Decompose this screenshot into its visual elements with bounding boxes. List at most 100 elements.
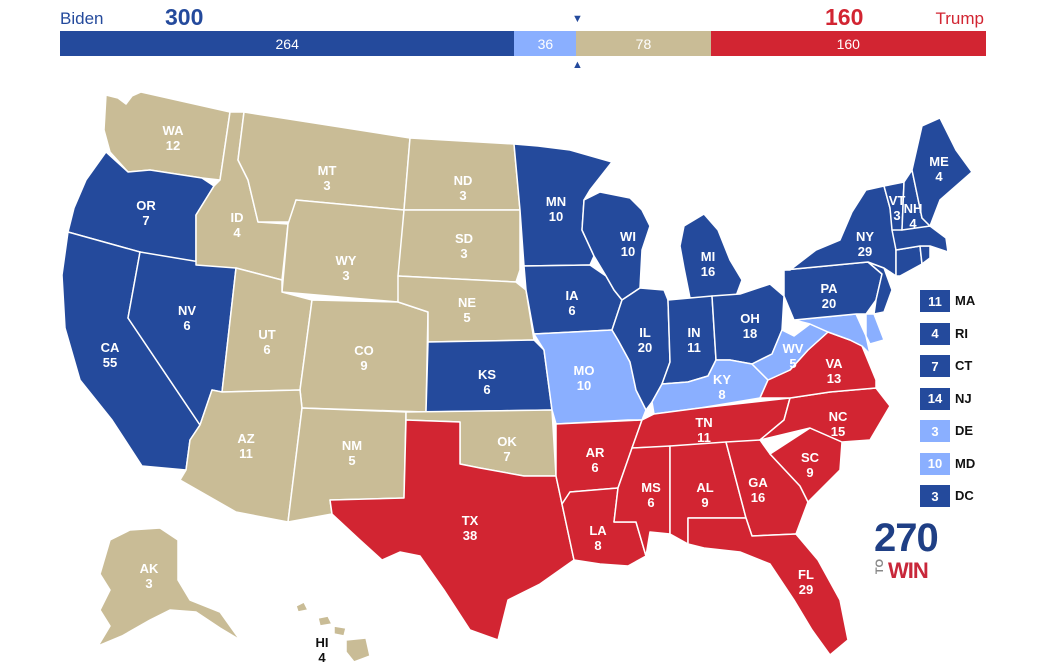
- small-state-box-ma[interactable]: 11: [920, 290, 950, 312]
- small-state-box-md[interactable]: 10: [920, 452, 950, 475]
- state-ev-ar: 6: [591, 460, 598, 475]
- state-ev-al: 9: [701, 495, 708, 510]
- state-label-az: AZ: [237, 431, 254, 446]
- state-label-tx: TX: [462, 513, 479, 528]
- state-label-nd: ND: [454, 173, 473, 188]
- state-label-il: IL: [639, 325, 651, 340]
- state-ev-ok: 7: [503, 449, 510, 464]
- state-MI[interactable]: [679, 213, 743, 299]
- electoral-vote-bar: 264 36 78 160: [60, 31, 986, 56]
- state-NC[interactable]: [759, 387, 891, 443]
- state-ev-ia: 6: [568, 303, 575, 318]
- state-ev-va: 13: [827, 371, 841, 386]
- state-ev-vt: 3: [893, 208, 900, 223]
- state-ev-nh: 4: [909, 216, 917, 231]
- state-label-or: OR: [136, 198, 156, 213]
- state-ev-ny: 29: [858, 244, 872, 259]
- state-TX[interactable]: [329, 419, 575, 641]
- bar-segment: 36: [514, 31, 577, 56]
- state-label-me: ME: [929, 154, 949, 169]
- bar-segment: 264: [60, 31, 515, 56]
- state-label-wy: WY: [336, 253, 357, 268]
- state-label-sd: SD: [455, 231, 473, 246]
- state-label-ky: KY: [713, 372, 731, 387]
- state-label-ca: CA: [101, 340, 120, 355]
- state-label-ms: MS: [641, 480, 661, 495]
- state-ev-in: 11: [687, 340, 701, 355]
- 270-marker-top-icon: ▼: [572, 13, 583, 25]
- state-FL[interactable]: [687, 517, 849, 656]
- state-NJ[interactable]: [867, 261, 893, 315]
- small-state-label-md: MD: [955, 455, 976, 471]
- state-SD[interactable]: [397, 209, 521, 283]
- state-ev-mo: 10: [577, 378, 591, 393]
- state-label-mi: MI: [701, 249, 715, 264]
- state-DE[interactable]: [865, 313, 885, 345]
- logo-to: TO: [874, 559, 886, 575]
- small-state-label-dc: DC: [955, 488, 974, 503]
- small-state-box-ct[interactable]: 7: [920, 355, 950, 377]
- state-ev-nm: 5: [348, 453, 355, 468]
- state-label-tn: TN: [695, 415, 712, 430]
- state-WV[interactable]: [751, 323, 829, 381]
- bar-segment: 160: [710, 31, 986, 56]
- state-label-oh: OH: [740, 311, 760, 326]
- state-RI[interactable]: [919, 245, 931, 265]
- state-ev-wv: 5: [789, 356, 796, 371]
- state-ev-ne: 5: [463, 310, 470, 325]
- state-ev-tn: 11: [697, 430, 711, 445]
- state-MA[interactable]: [891, 225, 949, 253]
- state-CT[interactable]: [895, 245, 923, 277]
- small-state-label-nj: NJ: [955, 390, 972, 406]
- small-state-box-nj[interactable]: 14: [920, 387, 950, 410]
- 270-marker-bottom-icon: ▲: [572, 59, 583, 71]
- state-ev-co: 9: [360, 358, 367, 373]
- state-label-vt: VT: [889, 193, 906, 208]
- state-AK[interactable]: [97, 527, 241, 647]
- state-ev-fl: 29: [799, 582, 813, 597]
- state-ev-oh: 18: [743, 326, 757, 341]
- state-label-ok: OK: [497, 434, 517, 449]
- small-state-box-de[interactable]: 3: [920, 420, 950, 442]
- state-label-mt: MT: [318, 163, 337, 178]
- state-ev-ak: 3: [145, 576, 152, 591]
- state-label-wa: WA: [163, 123, 185, 138]
- state-label-ut: UT: [258, 327, 275, 342]
- state-VT[interactable]: [883, 181, 905, 231]
- state-ev-hi: 4: [318, 650, 326, 665]
- state-ev-ky: 8: [718, 387, 725, 402]
- state-ev-la: 8: [594, 538, 601, 553]
- state-label-nm: NM: [342, 438, 362, 453]
- state-label-nh: NH: [904, 201, 923, 216]
- state-label-ks: KS: [478, 367, 496, 382]
- state-label-fl: FL: [798, 567, 814, 582]
- state-ev-ga: 16: [751, 490, 765, 505]
- state-MD[interactable]: [793, 313, 871, 355]
- state-ev-sd: 3: [460, 246, 467, 261]
- small-state-box-ri[interactable]: 4: [920, 322, 950, 345]
- state-ev-or: 7: [142, 213, 149, 228]
- state-ev-sc: 9: [806, 465, 813, 480]
- state-label-co: CO: [354, 343, 374, 358]
- state-label-wv: WV: [783, 341, 804, 356]
- state-label-mn: MN: [546, 194, 566, 209]
- state-ev-mi: 16: [701, 264, 715, 279]
- logo-win: WIN: [888, 558, 929, 583]
- state-label-la: LA: [589, 523, 607, 538]
- state-ev-wa: 12: [166, 138, 180, 153]
- logo-number: 270: [874, 516, 939, 560]
- state-NY[interactable]: [783, 185, 897, 277]
- state-label-ny: NY: [856, 229, 874, 244]
- state-WY[interactable]: [281, 199, 405, 303]
- small-state-box-dc[interactable]: 3: [920, 485, 950, 507]
- state-ev-nv: 6: [183, 318, 190, 333]
- state-ev-ms: 6: [647, 495, 654, 510]
- dem-candidate-name: Biden: [60, 9, 104, 28]
- state-HI[interactable]: [295, 601, 371, 663]
- state-ev-tx: 38: [463, 528, 477, 543]
- state-AZ[interactable]: [179, 389, 303, 523]
- small-state-label-ma: MA: [955, 293, 976, 308]
- state-label-wi: WI: [620, 229, 636, 244]
- state-label-pa: PA: [820, 281, 838, 296]
- state-ME[interactable]: [911, 117, 973, 227]
